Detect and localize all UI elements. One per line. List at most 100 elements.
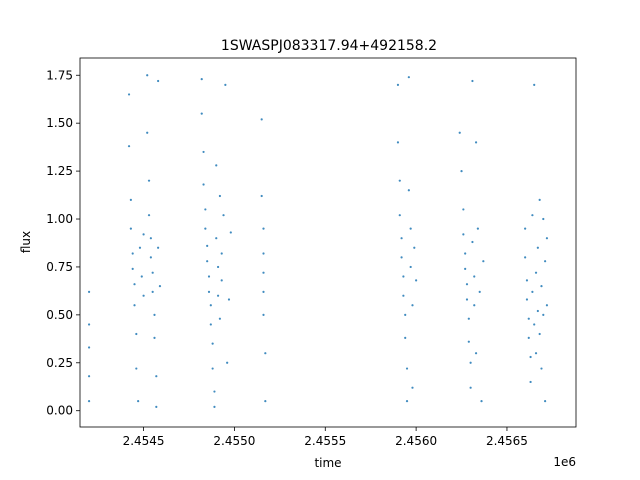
- y-tick-label: 0.50: [46, 308, 73, 322]
- y-tick-label: 1.00: [46, 212, 73, 226]
- data-point: [147, 179, 151, 182]
- data-point: [540, 367, 543, 370]
- data-point: [482, 260, 485, 263]
- data-point: [213, 405, 216, 408]
- data-point: [206, 260, 209, 263]
- data-point: [415, 279, 418, 282]
- data-point: [142, 294, 145, 297]
- data-point: [467, 317, 470, 320]
- data-point: [133, 304, 136, 307]
- x-axis-label: time: [314, 456, 341, 470]
- x-axis: 2.4545 2.4550 2.4555 2.4560 2.4565: [123, 427, 528, 448]
- data-point: [135, 332, 138, 336]
- data-point: [215, 164, 218, 167]
- data-point: [138, 246, 142, 249]
- data-point: [211, 367, 214, 370]
- data-point: [476, 227, 479, 230]
- data-point: [409, 265, 412, 269]
- chart-title: 1SWASPJ083317.94+492158.2: [221, 38, 437, 54]
- data-point: [142, 233, 145, 236]
- data-point: [155, 375, 158, 378]
- data-point: [216, 265, 220, 269]
- data-point: [200, 77, 203, 81]
- data-point: [404, 313, 407, 316]
- data-point: [153, 336, 156, 339]
- y-axis: 0.00 0.25 0.50 0.75 1.00 1.25 1.50 1.75: [46, 68, 80, 418]
- data-point: [262, 227, 265, 230]
- data-point: [531, 290, 534, 293]
- data-point: [525, 298, 529, 301]
- data-point: [158, 285, 162, 288]
- data-point: [402, 294, 405, 297]
- data-point: [129, 198, 132, 201]
- data-point: [542, 217, 545, 221]
- data-point: [544, 400, 547, 403]
- y-tick-label: 0.75: [46, 260, 73, 274]
- data-point: [204, 227, 207, 230]
- data-point: [413, 246, 416, 249]
- x-tick-label: 2.4555: [304, 434, 346, 448]
- data-point: [474, 352, 478, 355]
- data-point: [229, 231, 232, 234]
- data-point: [260, 194, 263, 198]
- data-point: [533, 323, 536, 326]
- data-point: [129, 227, 132, 230]
- data-point: [473, 275, 476, 278]
- data-point: [87, 400, 91, 403]
- data-point: [135, 367, 138, 370]
- data-point: [260, 118, 263, 121]
- data-point: [131, 252, 134, 255]
- plot-frame: [79, 57, 577, 428]
- data-point: [467, 340, 470, 343]
- data-point: [402, 275, 405, 278]
- data-point: [87, 290, 91, 293]
- data-point: [146, 74, 149, 77]
- data-point: [262, 313, 265, 316]
- data-point: [400, 237, 403, 240]
- data-point: [262, 271, 265, 274]
- data-point: [409, 227, 412, 230]
- data-point: [222, 214, 225, 217]
- x-tick-label: 2.4565: [486, 434, 528, 448]
- data-point: [127, 93, 131, 96]
- data-point: [460, 170, 463, 173]
- data-point: [220, 252, 223, 255]
- data-point: [411, 304, 414, 307]
- data-point: [213, 390, 216, 393]
- data-point: [465, 283, 469, 286]
- data-point: [534, 352, 538, 355]
- data-point: [471, 240, 474, 244]
- data-point: [157, 79, 160, 83]
- data-point: [220, 279, 223, 282]
- data-point: [527, 336, 530, 339]
- data-point: [404, 336, 407, 339]
- data-point: [202, 183, 205, 186]
- x-tick-label: 2.4545: [123, 434, 165, 448]
- data-point: [471, 79, 474, 83]
- y-tick-label: 1.75: [46, 68, 73, 82]
- data-point: [529, 380, 532, 384]
- data-point: [536, 309, 539, 313]
- data-point: [157, 246, 160, 249]
- data-point: [206, 244, 209, 247]
- data-point: [209, 323, 212, 326]
- data-point: [149, 256, 152, 259]
- data-point: [411, 386, 414, 389]
- data-point: [218, 317, 221, 320]
- data-point: [469, 361, 472, 364]
- data-point: [146, 131, 149, 134]
- data-point: [534, 271, 538, 274]
- data-point: [396, 83, 400, 86]
- data-point: [202, 150, 205, 154]
- data-point: [200, 112, 203, 115]
- data-point: [204, 208, 207, 211]
- data-point: [396, 141, 400, 144]
- x-axis-offset-label: 1e6: [553, 455, 576, 469]
- data-point: [155, 405, 158, 408]
- data-point: [398, 214, 401, 217]
- data-point: [264, 400, 267, 403]
- data-point: [262, 252, 265, 255]
- data-point: [544, 260, 547, 263]
- data-point: [529, 355, 532, 359]
- data-point: [216, 294, 220, 297]
